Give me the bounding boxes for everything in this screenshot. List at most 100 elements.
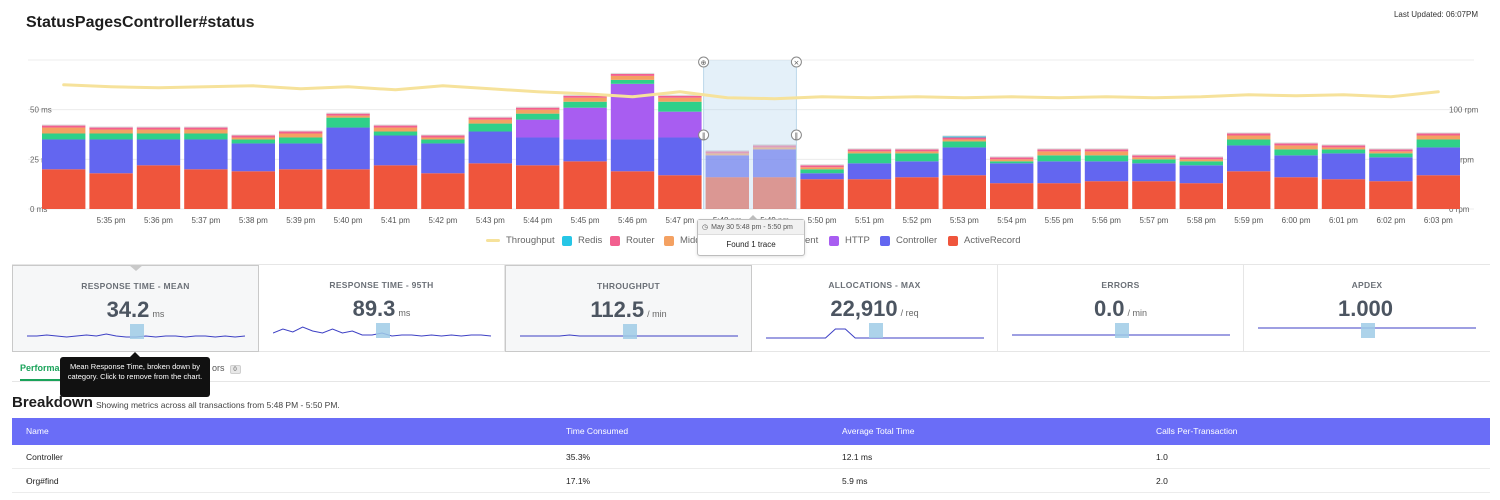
bar-segment	[468, 119, 512, 124]
legend-router-swatch	[610, 235, 620, 246]
tab-errors[interactable]: ors 0	[212, 358, 241, 381]
row-calls-per-transaction: 2.0	[1156, 476, 1168, 486]
column-calls-per-transaction[interactable]: Calls Per-Transaction	[1156, 426, 1238, 436]
legend-throughput[interactable]: Throughput	[486, 235, 555, 246]
trace-tooltip[interactable]: ◷ May 30 5:48 pm - 5:50 pm Found 1 trace	[697, 215, 805, 256]
tooltip-trace-count[interactable]: Found 1 trace	[726, 240, 776, 249]
legend-activerecord[interactable]: ActiveRecord	[948, 235, 1021, 246]
bar-segment	[1369, 157, 1413, 182]
legend-middleware-swatch	[664, 235, 674, 246]
x-tick-label: 5:47 pm	[665, 216, 694, 225]
expand-icon[interactable]: ›	[26, 476, 29, 485]
bar-cap	[1274, 142, 1318, 144]
metric-apdex[interactable]: APDEX 1.000	[1244, 265, 1490, 352]
legend-http[interactable]: HTTP	[829, 235, 870, 246]
metric-sparkline	[27, 324, 246, 339]
bar-cap	[421, 134, 465, 136]
close-icon[interactable]	[790, 56, 802, 68]
x-tick-label: 5:50 pm	[808, 216, 837, 225]
bar-segment	[1132, 157, 1176, 160]
legend-router[interactable]: Router	[610, 235, 655, 246]
zoom-in-icon[interactable]	[698, 56, 710, 68]
bar-segment	[1037, 149, 1081, 152]
bar-segment	[895, 151, 939, 154]
bar-segment	[1416, 133, 1460, 136]
bar-segment	[373, 165, 418, 209]
x-tick-label: 5:58 pm	[1187, 216, 1216, 225]
zoom-in-icon-glyph: ⊕	[701, 59, 707, 67]
table-row[interactable]: › Org#find 17.1% 5.9 ms 2.0	[12, 469, 1490, 493]
bar-segment	[89, 139, 133, 174]
row-average-total-time: 12.1 ms	[842, 452, 873, 462]
bar-cap	[990, 156, 1034, 158]
selection-handle-left-icon[interactable]	[698, 129, 710, 141]
bar-segment	[1416, 147, 1460, 176]
chart-canvas[interactable]: 50 ms 100 rpm 25 ms 50 rpm 0 ms 0 rpm ⊕ × ‖ ‖ 5:35…	[0, 48, 1500, 258]
legend-redis[interactable]: Redis	[562, 235, 602, 246]
bar-segment	[610, 83, 655, 140]
metric-value: 89.3 ms	[259, 296, 504, 322]
x-tick-label: 5:59 pm	[1234, 216, 1263, 225]
metric-errors[interactable]: ERRORS 0.0/ min	[998, 265, 1244, 352]
response-time-chart[interactable]: 50 ms 100 rpm 25 ms 50 rpm 0 ms 0 rpm ⊕ × ‖ ‖ 5:35…	[0, 48, 1500, 258]
bar-segment	[1227, 145, 1271, 172]
x-tick-label: 5:35 pm	[97, 216, 126, 225]
bar-segment	[942, 136, 986, 138]
metric-sparkline	[1012, 323, 1230, 338]
tab-bar: Performan ors 0	[12, 358, 1490, 382]
bar-segment	[516, 137, 560, 166]
x-tick-label: 5:39 pm	[286, 216, 315, 225]
column-time-consumed[interactable]: Time Consumed	[566, 426, 629, 436]
metric-response-time-mean[interactable]: RESPONSE TIME - MEAN 34.2 ms	[12, 265, 259, 352]
tooltip-time: May 30 5:48 pm - 5:50 pm	[711, 224, 793, 231]
bar-segment	[326, 115, 370, 118]
tooltip-header: ◷ May 30 5:48 pm - 5:50 pm	[698, 220, 804, 235]
bar-segment	[1274, 149, 1318, 156]
close-icon-glyph: ×	[793, 59, 799, 67]
row-time-consumed: 35.3%	[566, 452, 591, 462]
metric-caret	[129, 265, 143, 271]
table-row[interactable]: Controller 35.3% 12.1 ms 1.0	[12, 445, 1490, 469]
metric-label: APDEX	[1351, 280, 1383, 290]
bar-segment	[279, 143, 323, 170]
x-tick-label: 5:37 pm	[191, 216, 220, 225]
legend-label: Throughput	[506, 235, 555, 246]
metric-allocations-max[interactable]: ALLOCATIONS - MAX 22,910/ req	[752, 265, 998, 352]
legend-middleware[interactable]: Midd	[664, 235, 701, 246]
bar-segment	[373, 131, 418, 136]
bar-segment	[610, 73, 655, 76]
bar-segment	[800, 165, 844, 168]
breakdown-table: Name Time Consumed Average Total Time Ca…	[12, 418, 1490, 493]
bar-segment	[421, 173, 465, 209]
last-updated: Last Updated: 06:07PM	[1393, 10, 1478, 19]
row-calls-per-transaction: 1.0	[1156, 452, 1168, 462]
selection-handle-right-icon[interactable]	[790, 129, 802, 141]
bar-segment	[231, 171, 275, 209]
bar-segment	[516, 113, 560, 120]
metric-response-time-95th[interactable]: RESPONSE TIME - 95TH 89.3 ms	[259, 265, 505, 352]
metric-number: 1.000	[1337, 296, 1394, 321]
bar-segment	[942, 139, 986, 142]
legend-controller[interactable]: Controller	[880, 235, 937, 246]
y2-tick-label: 50 rpm	[1449, 155, 1474, 164]
bar-segment	[1132, 181, 1176, 209]
bar-segment	[705, 155, 749, 178]
metric-throughput[interactable]: THROUGHPUT 112.5/ min	[505, 265, 752, 352]
bar-segment	[942, 137, 986, 140]
bar-segment	[800, 169, 844, 174]
bar-cap	[610, 72, 655, 74]
legend-label: HTTP	[845, 235, 870, 246]
column-name[interactable]: Name	[26, 426, 49, 436]
bar-segment	[1416, 175, 1460, 209]
bar-cap	[1179, 156, 1223, 158]
tab-performance[interactable]: Performan	[20, 358, 66, 381]
bar-segment	[990, 161, 1034, 164]
bar-segment	[279, 131, 323, 134]
column-average-total-time[interactable]: Average Total Time	[842, 426, 915, 436]
x-tick-label: 5:38 pm	[239, 216, 268, 225]
bar-segment	[895, 149, 939, 152]
legend-environment[interactable]: ent	[805, 235, 818, 246]
row-name-text: Org#find	[26, 476, 59, 486]
bar-segment	[516, 107, 560, 110]
x-tick-label: 5:44 pm	[523, 216, 552, 225]
